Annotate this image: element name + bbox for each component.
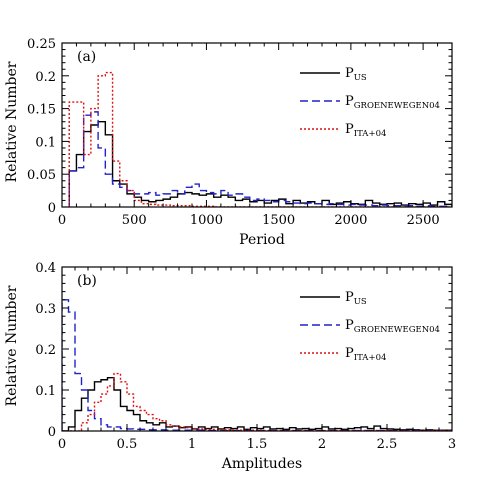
x-tick-label: 2 xyxy=(318,437,326,452)
x-axis-label: Period xyxy=(239,232,285,248)
panel-label: (b) xyxy=(77,273,97,289)
x-tick-label: 0.5 xyxy=(117,437,138,452)
y-tick-label: 0.2 xyxy=(35,70,56,85)
legend: PUS PGROENEWEGEN04 PITA+04 xyxy=(300,66,440,139)
x-tick-label: 500 xyxy=(122,213,147,228)
y-tick-label: 0.1 xyxy=(35,384,56,399)
series-groenewegen04-histogram xyxy=(62,299,452,431)
y-tick-label: 0.05 xyxy=(27,168,56,183)
x-tick-label: 1.5 xyxy=(247,437,268,452)
x-tick-label: 1500 xyxy=(262,213,295,228)
y-axis-label: Relative Number xyxy=(4,61,20,182)
y-tick-label: 0 xyxy=(48,201,56,216)
x-tick-label: 2.5 xyxy=(377,437,398,452)
x-tick-label: 2000 xyxy=(334,213,367,228)
x-axis-label: Amplitudes xyxy=(221,456,302,472)
legend: PUS PGROENEWEGEN04 PITA+04 xyxy=(300,290,440,363)
x-tick-label: 2500 xyxy=(407,213,440,228)
series-groenewegen04-histogram xyxy=(68,111,452,207)
y-tick-label: 0.3 xyxy=(35,302,56,317)
x-tick-label: 0 xyxy=(58,213,66,228)
plot-frame xyxy=(61,42,453,208)
y-tick-label: 0.2 xyxy=(35,343,56,358)
y-tick-label: 0.1 xyxy=(35,135,56,150)
panel-a: 0 500 1000 1500 2000 2500 0 0.05 0.1 0.15 0.2 0.25 P… xyxy=(4,37,453,248)
legend-entry: PUS xyxy=(345,66,367,83)
legend-entry: PITA+04 xyxy=(345,122,386,139)
series-us-histogram xyxy=(68,121,452,207)
x-tick-label: 1000 xyxy=(190,213,223,228)
legend-entry: PGROENEWEGEN04 xyxy=(345,94,440,111)
y-axis-label: Relative Number xyxy=(4,285,20,406)
series-ita-04-histogram xyxy=(68,71,452,207)
y-tick-label: 0.15 xyxy=(27,103,56,118)
y-tick-label: 0 xyxy=(48,425,56,440)
x-tick-label: 0 xyxy=(58,437,66,452)
panel-label: (a) xyxy=(77,49,96,65)
legend-entry: PITA+04 xyxy=(345,346,386,363)
panel-b: 0 0.5 1 1.5 2 2.5 3 0 0.1 0.2 0.3 0.4 Amplitudes Rela… xyxy=(4,261,456,472)
legend-entry: PUS xyxy=(345,290,367,307)
y-tick-label: 0.4 xyxy=(35,261,56,276)
x-tick-label: 1 xyxy=(188,437,196,452)
x-tick-label: 3 xyxy=(448,437,456,452)
legend-entry: PGROENEWEGEN04 xyxy=(345,318,440,335)
series-us-histogram xyxy=(62,377,452,431)
y-tick-label: 0.25 xyxy=(27,37,56,52)
